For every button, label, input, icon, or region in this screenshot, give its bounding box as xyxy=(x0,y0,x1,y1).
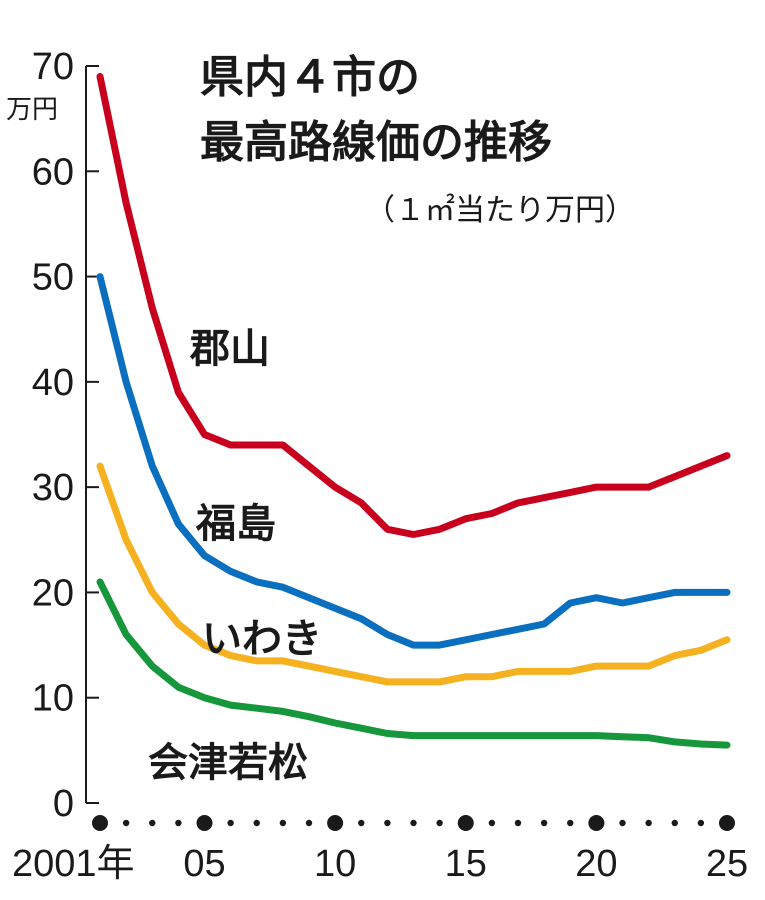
x-minor-dot-2009 xyxy=(305,819,313,827)
x-minor-dot-2022 xyxy=(645,819,652,827)
x-minor-dot-2008 xyxy=(279,819,287,827)
x-tick-label: 2001年 xyxy=(12,843,135,885)
y-tick-label: 70 xyxy=(32,46,74,88)
x-major-dot-2001 xyxy=(92,815,108,831)
x-minor-dot-2004 xyxy=(175,819,182,827)
y-tick-label: 0 xyxy=(53,783,74,825)
x-minor-dot-2014 xyxy=(436,819,443,827)
chart-title-line-1: 県内４市の xyxy=(200,52,420,103)
x-minor-dot-2016 xyxy=(488,819,496,827)
y-tick-label: 30 xyxy=(32,467,74,509)
chart-subtitle: （１㎡当たり万円） xyxy=(365,193,635,228)
x-tick-label: 25 xyxy=(706,843,748,885)
x-tick-label: 15 xyxy=(445,843,487,885)
series-label-3: 会津若松 xyxy=(148,740,308,786)
series-line-0 xyxy=(96,73,731,538)
y-tick-label: 50 xyxy=(32,257,74,299)
series-lines xyxy=(96,73,731,749)
x-minor-dot-2003 xyxy=(149,819,156,827)
x-tick-label: 20 xyxy=(575,843,617,885)
x-minor-dot-2006 xyxy=(227,819,234,827)
x-major-dot-2020 xyxy=(588,815,605,831)
x-major-dot-2015 xyxy=(457,815,474,831)
y-tick-label: 40 xyxy=(32,362,74,404)
x-minor-dot-2012 xyxy=(384,819,391,827)
y-unit-label: 万円 xyxy=(6,95,58,125)
y-tick-label: 60 xyxy=(32,151,74,193)
x-minor-dot-2021 xyxy=(619,819,626,827)
series-line-2 xyxy=(96,462,731,686)
x-minor-dot-2002 xyxy=(122,819,130,827)
chart-title-line-2: 最高路線価の推移 xyxy=(200,117,552,168)
x-major-dot-2005 xyxy=(196,815,213,831)
x-major-dot-2025 xyxy=(719,815,735,831)
y-tick-label: 10 xyxy=(32,678,74,720)
x-minor-dot-2018 xyxy=(540,819,548,827)
x-minor-dot-2017 xyxy=(514,819,522,827)
x-minor-dot-2023 xyxy=(671,819,678,827)
axes: 0 10 20 30 40 50 60 70 万円 2001年 05 10 15 20 25 xyxy=(6,46,748,885)
series-label-0: 郡山 xyxy=(189,326,270,372)
series-label-1: 福島 xyxy=(195,501,276,547)
series-line-3 xyxy=(96,578,731,749)
x-minor-dot-2013 xyxy=(410,819,417,827)
x-minor-dot-2019 xyxy=(567,819,574,827)
series-line-1 xyxy=(96,273,731,649)
x-minor-dot-2007 xyxy=(253,819,260,827)
x-major-dot-2010 xyxy=(327,815,344,831)
x-tick-label: 05 xyxy=(183,843,225,885)
y-tick-label: 20 xyxy=(32,572,74,614)
x-tick-label: 10 xyxy=(314,843,356,885)
x-minor-dot-2011 xyxy=(358,819,365,827)
x-minor-dot-2024 xyxy=(697,819,705,827)
series-label-2: いわき xyxy=(202,616,322,662)
